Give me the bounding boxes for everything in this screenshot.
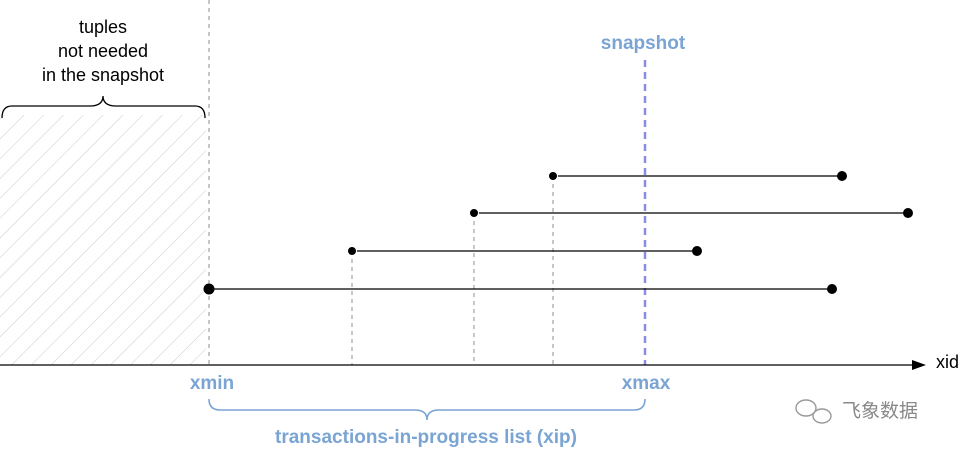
annotation-line: tuples	[79, 17, 127, 37]
annotation-line: not needed	[58, 41, 148, 61]
xmin-label: xmin	[190, 373, 234, 394]
transactions	[209, 175, 908, 290]
annotation-line: in the snapshot	[42, 65, 164, 85]
hatched-region	[0, 115, 206, 365]
xip-brace	[208, 398, 646, 421]
xmax-label: xmax	[622, 373, 671, 394]
endpoints	[203, 171, 913, 295]
axis-arrow	[912, 360, 926, 370]
brace	[1, 95, 206, 119]
axis-label: xid	[936, 352, 959, 372]
snapshot-label: snapshot	[601, 33, 686, 54]
xip-label: transactions-in-progress list (xip)	[275, 427, 577, 448]
watermark-icon	[795, 399, 832, 424]
guides	[208, 0, 554, 365]
watermark: 飞象数据	[842, 400, 918, 422]
